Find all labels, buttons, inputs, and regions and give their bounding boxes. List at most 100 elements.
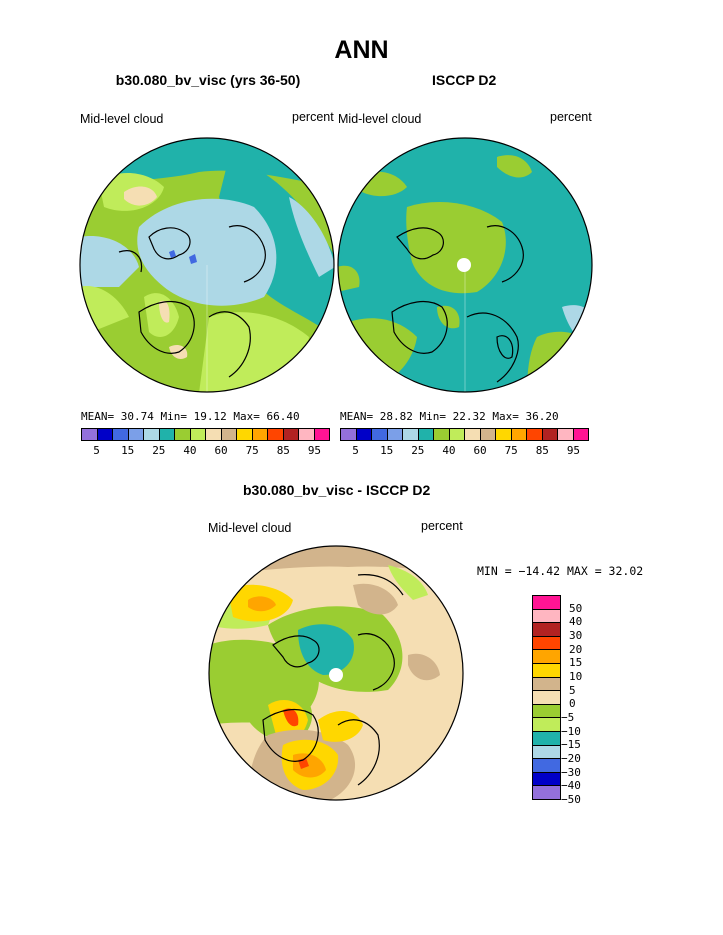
colorbar-swatch	[190, 429, 206, 440]
colorbar-swatch	[533, 677, 560, 692]
colorbar-swatch	[558, 429, 574, 440]
colorbar-tick-label: 85	[276, 444, 290, 457]
panel1-colorbar	[81, 428, 330, 441]
page-title: ANN	[334, 36, 389, 64]
panel2-min: 22.32	[452, 410, 486, 423]
panel2-max: 36.20	[525, 410, 559, 423]
panel1-units: percent	[292, 110, 334, 124]
colorbar-tick-label: 15	[121, 444, 135, 457]
panel2-max-label: Max=	[492, 410, 519, 423]
colorbar-tick-label: 40	[183, 444, 197, 457]
colorbar-tick-label: 25	[152, 444, 166, 457]
panel2-units: percent	[550, 110, 592, 124]
panel1-min: 19.12	[193, 410, 227, 423]
panel1-max-label: Max=	[233, 410, 260, 423]
colorbar-tick-label: −5	[561, 711, 575, 724]
colorbar-swatch	[113, 429, 129, 440]
colorbar-swatch	[480, 429, 496, 440]
colorbar-swatch	[496, 429, 512, 440]
diff-minmax: MIN = −14.42 MAX = 32.02	[477, 564, 644, 578]
colorbar-swatch	[542, 429, 558, 440]
colorbar-swatch	[356, 429, 372, 440]
colorbar-tick-label: 50	[569, 601, 583, 615]
colorbar-swatch	[533, 731, 560, 746]
colorbar-swatch	[341, 429, 357, 440]
diff-units: percent	[421, 519, 463, 533]
panel2-mean: 28.82	[379, 410, 413, 423]
panel1-stats: MEAN= 30.74 Min= 19.12 Max= 66.40	[81, 410, 300, 423]
colorbar-tick-label: −20	[561, 752, 581, 765]
colorbar-swatch	[533, 636, 560, 651]
colorbar-tick-label: 0	[569, 697, 576, 711]
diff-polar-map	[208, 545, 464, 801]
panel1-variable: Mid-level cloud	[80, 112, 164, 126]
colorbar-swatch	[533, 691, 560, 705]
colorbar-swatch	[403, 429, 419, 440]
colorbar-swatch	[82, 429, 98, 440]
panel2-colorbar-ticks: 5 15 25 40 60 75 85 95	[340, 444, 589, 460]
colorbar-swatch	[533, 650, 560, 664]
colorbar-swatch	[252, 429, 268, 440]
colorbar-swatch	[573, 429, 588, 440]
colorbar-tick-label: −10	[561, 724, 581, 738]
colorbar-tick-label: 40	[569, 615, 583, 629]
colorbar-swatch	[144, 429, 160, 440]
colorbar-tick-label: −50	[561, 793, 581, 806]
colorbar-tick-label: 75	[504, 444, 518, 457]
colorbar-swatch	[533, 596, 560, 610]
colorbar-tick-label: 95	[307, 444, 322, 457]
colorbar-tick-label: 15	[569, 656, 583, 670]
colorbar-swatch	[533, 759, 560, 773]
diff-colorbar	[532, 595, 561, 800]
diff-colorbar-ticks: 50 40 30 20 15 10 5 0 −5 −10 −15 −20 −30 −40 −50	[561, 595, 606, 806]
colorbar-swatch	[449, 429, 465, 440]
panel1-colorbar-ticks: 5 15 25 40 60 75 85 95	[81, 444, 330, 460]
colorbar-swatch	[387, 429, 403, 440]
colorbar-swatch	[97, 429, 113, 440]
colorbar-tick-label: 15	[380, 444, 394, 457]
colorbar-swatch	[533, 623, 560, 637]
colorbar-swatch	[283, 429, 299, 440]
panel2-polar-map	[337, 137, 593, 393]
colorbar-swatch	[221, 429, 237, 440]
colorbar-swatch	[418, 429, 434, 440]
colorbar-swatch	[314, 429, 329, 440]
panel2-title: ISCCP D2	[432, 72, 497, 88]
colorbar-swatch	[533, 772, 560, 787]
colorbar-tick-label: 5	[569, 683, 576, 697]
colorbar-swatch	[533, 704, 560, 719]
panel1-polar-map	[79, 137, 335, 393]
colorbar-tick-label: 10	[569, 670, 583, 683]
colorbar-swatch	[175, 429, 191, 440]
colorbar-tick-label: 85	[535, 444, 549, 457]
colorbar-swatch	[299, 429, 315, 440]
colorbar-swatch	[533, 745, 560, 760]
panel2-mean-label: MEAN=	[340, 410, 374, 423]
colorbar-swatch	[268, 429, 284, 440]
colorbar-swatch	[511, 429, 527, 440]
colorbar-swatch	[159, 429, 175, 440]
colorbar-swatch	[533, 786, 560, 799]
colorbar-tick-label: 5	[352, 444, 359, 457]
colorbar-swatch	[128, 429, 144, 440]
colorbar-swatch	[533, 718, 560, 732]
panel2-variable: Mid-level cloud	[338, 112, 422, 126]
colorbar-tick-label: 25	[411, 444, 425, 457]
colorbar-swatch	[533, 663, 560, 678]
colorbar-tick-label: −30	[561, 765, 581, 779]
colorbar-tick-label: 20	[569, 642, 583, 656]
colorbar-tick-label: 40	[442, 444, 456, 457]
panel1-title: b30.080_bv_visc (yrs 36-50)	[115, 72, 301, 88]
colorbar-swatch	[533, 609, 560, 624]
colorbar-swatch	[527, 429, 543, 440]
diff-title: b30.080_bv_visc - ISCCP D2	[243, 482, 431, 498]
panel1-mean: 30.74	[120, 410, 154, 423]
panel1-min-label: Min=	[160, 410, 188, 423]
colorbar-tick-label: 60	[214, 444, 228, 457]
colorbar-tick-label: −15	[561, 738, 581, 752]
colorbar-tick-label: 30	[569, 629, 583, 642]
panel2-stats: MEAN= 28.82 Min= 22.32 Max= 36.20	[340, 410, 559, 423]
colorbar-swatch	[465, 429, 481, 440]
colorbar-swatch	[434, 429, 450, 440]
colorbar-tick-label: 95	[566, 444, 581, 457]
